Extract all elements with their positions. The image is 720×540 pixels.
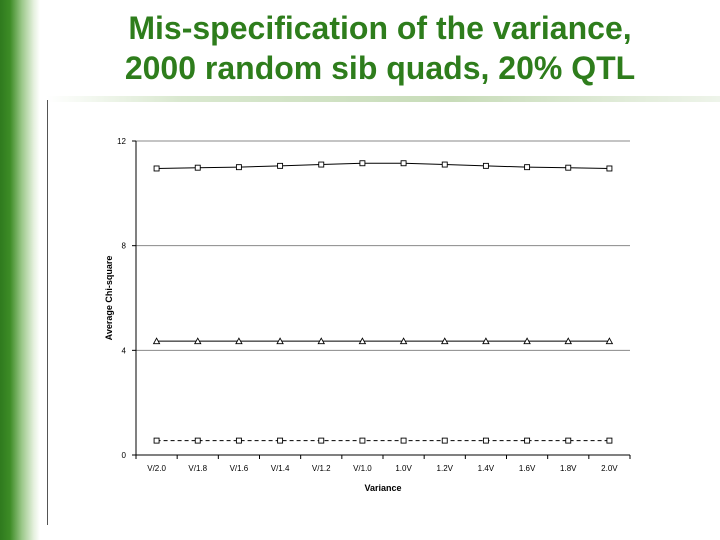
series-0-point-6 (400, 160, 407, 167)
series-0-point-5 (359, 160, 366, 167)
series-1-point-7 (440, 337, 449, 345)
series-2-point-9 (524, 437, 531, 444)
series-group (152, 160, 614, 444)
series-2-point-1 (194, 437, 201, 444)
title-line-1: Mis-specification of the variance, (128, 10, 632, 46)
x-tick-label-3: V/1.4 (271, 464, 290, 473)
x-tick-label-10: 1.8V (560, 464, 577, 473)
series-0-point-3 (277, 162, 284, 169)
y-tick-label-0: 0 (122, 451, 127, 460)
series-2-point-10 (565, 437, 572, 444)
x-tick-label-4: V/1.2 (312, 464, 331, 473)
series-2-point-4 (318, 437, 325, 444)
series-0-point-9 (524, 164, 531, 171)
y-axis-label: Average Chi-square (104, 256, 114, 341)
page-title: Mis-specification of the variance, 2000 … (50, 8, 710, 88)
x-tick-label-9: 1.6V (519, 464, 536, 473)
x-tick-labels: V/2.0 V/1.8 V/1.6 V/1.4 V/1.2 V/1.0 1.0V 1.2V 1.… (147, 464, 618, 473)
series-1-point-5 (358, 337, 367, 345)
series-1-point-2 (235, 337, 243, 345)
y-tick-label-3: 12 (117, 137, 126, 146)
y-tick-label-2: 8 (122, 242, 127, 251)
title-line-2: 2000 random sib quads, 20% QTL (124, 50, 636, 86)
x-tick-label-0: V/2.0 (147, 464, 166, 473)
left-divider (47, 100, 48, 525)
series-1 (152, 337, 614, 345)
series-0-line (156, 162, 610, 169)
series-0-point-2 (235, 164, 242, 171)
series-2-point-2 (235, 437, 242, 444)
series-1-point-11 (605, 337, 614, 345)
axes (132, 140, 631, 459)
series-1-point-10 (564, 337, 573, 345)
series-0-point-11 (606, 165, 613, 172)
series-1-point-8 (482, 337, 490, 345)
series-2-point-8 (482, 437, 489, 444)
series-2-point-7 (441, 437, 448, 444)
x-tick-label-6: 1.0V (395, 464, 412, 473)
series-0-point-0 (153, 165, 160, 172)
series-2-point-0 (153, 437, 160, 444)
series-1-point-6 (399, 337, 408, 345)
series-2 (153, 437, 613, 444)
series-2-point-3 (277, 437, 284, 444)
x-axis-label: Variance (364, 483, 401, 493)
series-0-point-8 (482, 162, 489, 169)
series-2-point-11 (606, 437, 613, 444)
x-tick-label-1: V/1.8 (188, 464, 207, 473)
x-tick-label-2: V/1.6 (230, 464, 249, 473)
series-2-point-5 (359, 437, 366, 444)
series-0-point-7 (441, 161, 448, 168)
y-tick-labels: 0 4 8 12 (117, 137, 126, 460)
series-1-point-9 (523, 337, 531, 345)
grid-lines (136, 140, 630, 351)
x-tick-label-5: V/1.0 (353, 464, 372, 473)
series-0-point-10 (565, 164, 572, 171)
x-tick-label-8: 1.4V (478, 464, 495, 473)
accent-bar (0, 0, 40, 540)
series-1-point-4 (317, 337, 326, 345)
series-1-point-0 (152, 337, 161, 345)
x-tick-label-7: 1.2V (437, 464, 454, 473)
series-0-point-1 (194, 164, 201, 171)
x-tick-label-11: 2.0V (601, 464, 618, 473)
series-2-point-6 (400, 437, 407, 444)
series-0 (153, 160, 613, 172)
title-divider (47, 96, 720, 102)
y-tick-label-1: 4 (122, 346, 127, 355)
series-1-point-3 (276, 337, 284, 345)
series-0-point-4 (318, 161, 325, 168)
series-1-point-1 (193, 337, 202, 345)
